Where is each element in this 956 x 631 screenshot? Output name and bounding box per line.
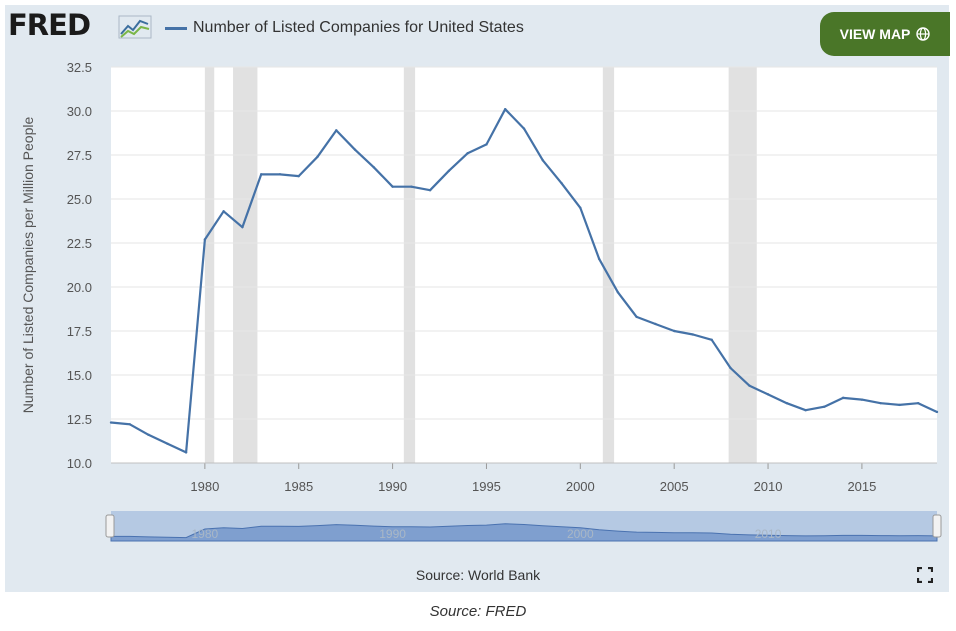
navigator-handle-right[interactable] bbox=[932, 514, 942, 538]
data-point bbox=[203, 238, 207, 241]
data-point bbox=[616, 291, 620, 294]
y-axis-label: Number of Listed Companies per Million P… bbox=[20, 117, 36, 414]
navigator-tick-label: 2010 bbox=[755, 527, 782, 541]
navigator-series bbox=[110, 523, 938, 542]
x-tick-label: 1990 bbox=[378, 479, 407, 494]
recession-band bbox=[602, 67, 615, 463]
recession-band bbox=[204, 67, 215, 463]
view-map-label: VIEW MAP bbox=[839, 26, 911, 42]
data-point bbox=[410, 185, 413, 188]
data-point bbox=[166, 442, 169, 445]
y-tick-label: 20.0 bbox=[67, 280, 92, 295]
y-tick-label: 15.0 bbox=[67, 368, 92, 383]
data-point bbox=[335, 129, 338, 132]
source-label: Source: World Bank bbox=[415, 567, 541, 583]
data-point bbox=[485, 143, 488, 146]
data-point bbox=[184, 451, 188, 454]
y-tick-label: 32.5 bbox=[67, 60, 92, 75]
fullscreen-icon[interactable] bbox=[917, 567, 933, 583]
data-point bbox=[278, 173, 282, 176]
y-tick-label: 12.5 bbox=[67, 412, 92, 427]
y-tick-label: 22.5 bbox=[67, 236, 92, 251]
data-point bbox=[241, 225, 244, 229]
data-point bbox=[635, 315, 638, 319]
legend-line-swatch bbox=[165, 27, 187, 30]
x-tick-label: 1995 bbox=[472, 479, 501, 494]
data-point bbox=[297, 174, 300, 178]
data-point bbox=[691, 333, 695, 336]
data-point bbox=[391, 185, 394, 188]
data-point bbox=[766, 393, 770, 396]
data-point bbox=[541, 159, 544, 162]
data-point bbox=[128, 423, 131, 426]
x-tick-label: 2005 bbox=[660, 479, 689, 494]
data-point bbox=[353, 148, 357, 151]
y-tick-label: 10.0 bbox=[67, 456, 92, 471]
navigator-handle-left[interactable] bbox=[105, 514, 115, 538]
data-point bbox=[841, 396, 845, 400]
data-point bbox=[879, 401, 882, 405]
x-tick-label: 1985 bbox=[284, 479, 313, 494]
data-point bbox=[654, 322, 657, 326]
data-point bbox=[935, 410, 939, 414]
data-point bbox=[222, 210, 225, 213]
data-point bbox=[147, 433, 150, 437]
recession-band bbox=[233, 67, 258, 463]
data-point bbox=[447, 169, 451, 173]
data-point bbox=[466, 152, 469, 155]
data-point bbox=[504, 108, 507, 111]
x-tick-label: 1980 bbox=[190, 479, 219, 494]
y-tick-label: 27.5 bbox=[67, 148, 92, 163]
globe-icon bbox=[916, 27, 931, 41]
x-tick-label: 2010 bbox=[754, 479, 783, 494]
data-point bbox=[785, 401, 789, 405]
data-point bbox=[579, 206, 582, 209]
y-tick-label: 30.0 bbox=[67, 104, 92, 119]
series-title: Number of Listed Companies for United St… bbox=[193, 19, 524, 36]
data-point bbox=[748, 384, 751, 387]
fred-logo: FRED bbox=[8, 8, 91, 42]
fred-chart-icon bbox=[118, 15, 152, 39]
x-tick-label: 2000 bbox=[566, 479, 595, 494]
navigator-tick-label: 2000 bbox=[567, 527, 594, 541]
data-point bbox=[316, 155, 319, 158]
data-point bbox=[860, 398, 864, 401]
y-tick-label: 17.5 bbox=[67, 324, 92, 339]
data-point bbox=[597, 257, 601, 261]
x-tick-label: 2015 bbox=[847, 479, 876, 494]
navigator-tick-label: 1980 bbox=[192, 527, 219, 541]
data-point bbox=[109, 421, 113, 424]
data-point bbox=[428, 189, 432, 192]
recession-band bbox=[728, 67, 757, 463]
y-tick-label: 25.0 bbox=[67, 192, 92, 207]
data-point bbox=[522, 127, 526, 130]
data-point bbox=[804, 409, 807, 412]
data-point bbox=[729, 366, 732, 370]
data-point bbox=[823, 405, 826, 408]
data-point bbox=[372, 166, 376, 169]
data-point bbox=[672, 329, 676, 333]
range-navigator[interactable]: 1980 1990 2000 2010 bbox=[105, 511, 942, 542]
recession-band bbox=[403, 67, 416, 463]
data-point bbox=[710, 338, 713, 341]
navigator-tick-label: 1990 bbox=[379, 527, 406, 541]
data-point bbox=[898, 403, 901, 407]
data-point bbox=[259, 173, 263, 176]
data-point bbox=[560, 181, 563, 185]
figure-caption: Source: FRED bbox=[429, 603, 527, 620]
view-map-button[interactable]: VIEW MAP bbox=[820, 12, 950, 56]
data-point bbox=[917, 401, 920, 405]
